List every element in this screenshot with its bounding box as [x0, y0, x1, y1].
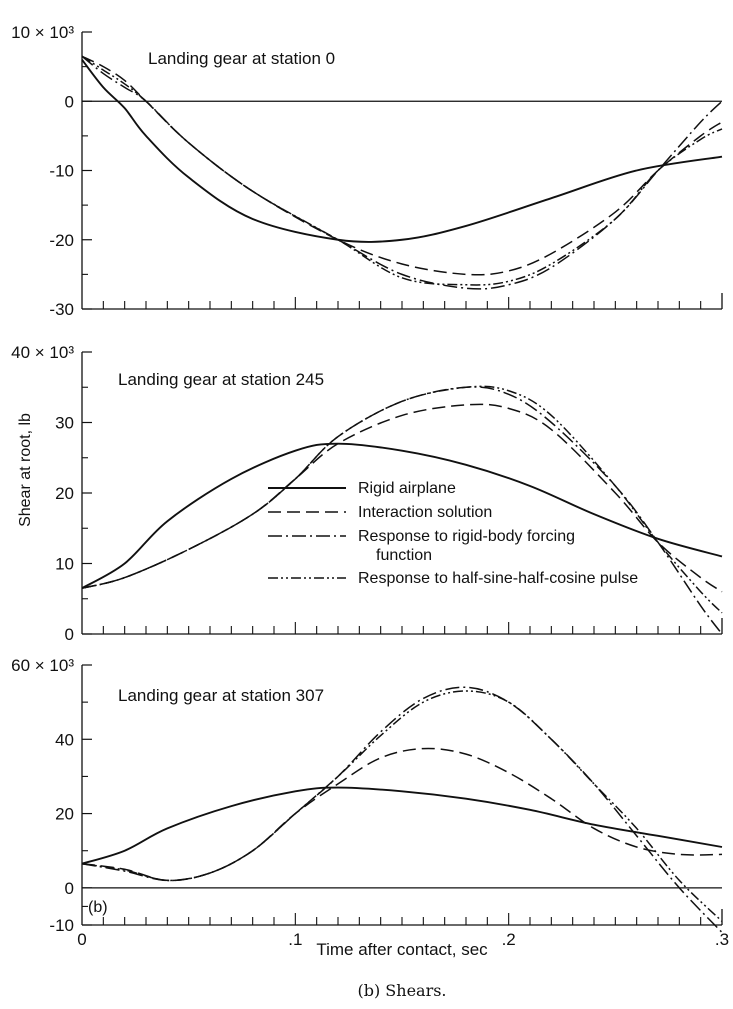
- panel-tag: (b): [88, 899, 108, 916]
- y-tick-label: 0: [65, 92, 74, 111]
- legend-label: Rigid airplane: [358, 480, 456, 497]
- y-tick-label: 20: [55, 805, 74, 824]
- panel-1: 10 × 10³ 0 -10 -20 -30 Landing gear at statio…: [11, 23, 723, 319]
- series-line-solid_thick: [81, 442, 723, 589]
- series-line-dash_dot_dot: [81, 55, 723, 286]
- y-tick-label: 40: [55, 730, 74, 749]
- series-line-solid_thick: [81, 59, 723, 243]
- series-line-dash_dot: [81, 55, 723, 290]
- y-tick-label: -30: [49, 300, 74, 319]
- series-line-dashed: [81, 747, 723, 882]
- series-line-solid_thick: [81, 786, 723, 865]
- panel-2: 40 × 10³ 30 20 10 0 Landing gear at station 2…: [11, 343, 723, 644]
- legend-label-cont: function: [376, 547, 432, 564]
- series-line-dash_dot_dot: [81, 690, 723, 922]
- y-tick-label: 40 × 10³: [11, 343, 74, 362]
- y-tick-label: 10 × 10³: [11, 23, 74, 42]
- y-tick-label: 60 × 10³: [11, 656, 74, 675]
- series-line-dashed: [81, 55, 723, 276]
- panel-title: Landing gear at station 0: [148, 49, 335, 68]
- figure-caption: (b) Shears.: [357, 981, 446, 1000]
- panel-title: Landing gear at station 307: [118, 686, 324, 705]
- y-tick-label: -20: [49, 231, 74, 250]
- x-tick-label: .2: [502, 930, 516, 949]
- y-tick-label: 10: [55, 555, 74, 574]
- legend: Rigid airplane Interaction solution Respon…: [268, 480, 638, 587]
- x-tick-label: .1: [288, 930, 302, 949]
- y-tick-label: -10: [49, 916, 74, 935]
- series-line-dash_dot_dot: [81, 385, 723, 614]
- x-tick-label: .3: [715, 930, 729, 949]
- y-tick-label: -10: [49, 162, 74, 181]
- y-axis-label: Shear at root, lb: [17, 413, 34, 527]
- y-tick-label: 0: [65, 879, 74, 898]
- legend-label: Response to half-sine-half-cosine pulse: [358, 570, 638, 587]
- y-tick-label: 30: [55, 414, 74, 433]
- legend-label: Interaction solution: [358, 504, 492, 521]
- panel-title: Landing gear at station 245: [118, 370, 324, 389]
- series-line-dash_dot: [81, 686, 723, 933]
- x-axis-label: Time after contact, sec: [316, 940, 488, 959]
- y-tick-label: 20: [55, 484, 74, 503]
- y-tick-label: 0: [65, 625, 74, 644]
- x-tick-label: 0: [77, 930, 86, 949]
- legend-label: Response to rigid-body forcing: [358, 528, 575, 545]
